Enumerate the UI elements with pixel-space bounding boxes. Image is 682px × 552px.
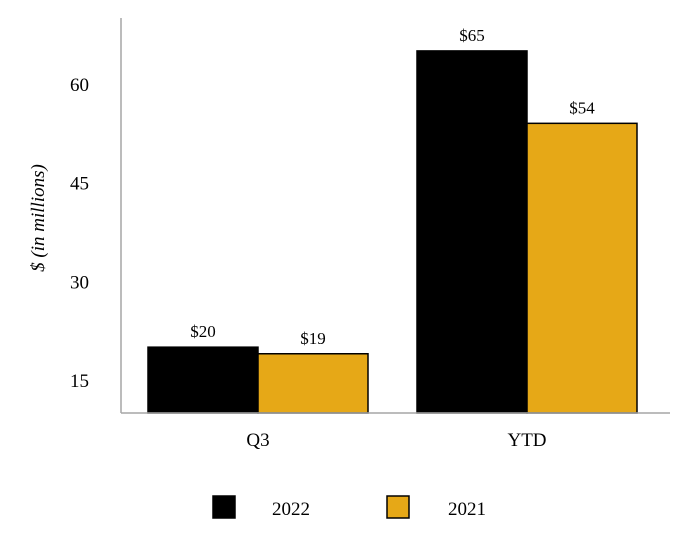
legend-swatch-2021 bbox=[386, 495, 410, 519]
legend: 2022 2021 bbox=[212, 495, 486, 520]
bar-ytd-2021 bbox=[526, 122, 638, 414]
bar-q3-2021 bbox=[257, 353, 369, 414]
y-tick-label-60: 60 bbox=[70, 75, 89, 96]
axes: Q3 YTD 15 30 45 60 bbox=[70, 18, 670, 451]
bar-q3-2022 bbox=[147, 346, 259, 414]
x-tick-label-q3: Q3 bbox=[246, 430, 269, 451]
x-tick-label-ytd: YTD bbox=[507, 430, 546, 451]
data-label-ytd-2021: $54 bbox=[569, 98, 595, 117]
y-tick-label-45: 45 bbox=[70, 174, 89, 195]
legend-label-2022: 2022 bbox=[272, 499, 310, 520]
bar-ytd-2022 bbox=[416, 50, 528, 414]
data-label-q3-2021: $19 bbox=[300, 329, 326, 348]
data-label-q3-2022: $20 bbox=[190, 322, 216, 341]
data-labels: $20 $19 $65 $54 bbox=[190, 26, 595, 348]
y-tick-label-15: 15 bbox=[70, 371, 89, 392]
y-axis-title: $ (in millions) bbox=[28, 164, 49, 272]
data-label-ytd-2022: $65 bbox=[459, 26, 485, 45]
legend-swatch-2022 bbox=[212, 495, 236, 519]
plot-area bbox=[147, 50, 638, 414]
legend-label-2021: 2021 bbox=[448, 499, 486, 520]
y-tick-label-30: 30 bbox=[70, 272, 89, 293]
